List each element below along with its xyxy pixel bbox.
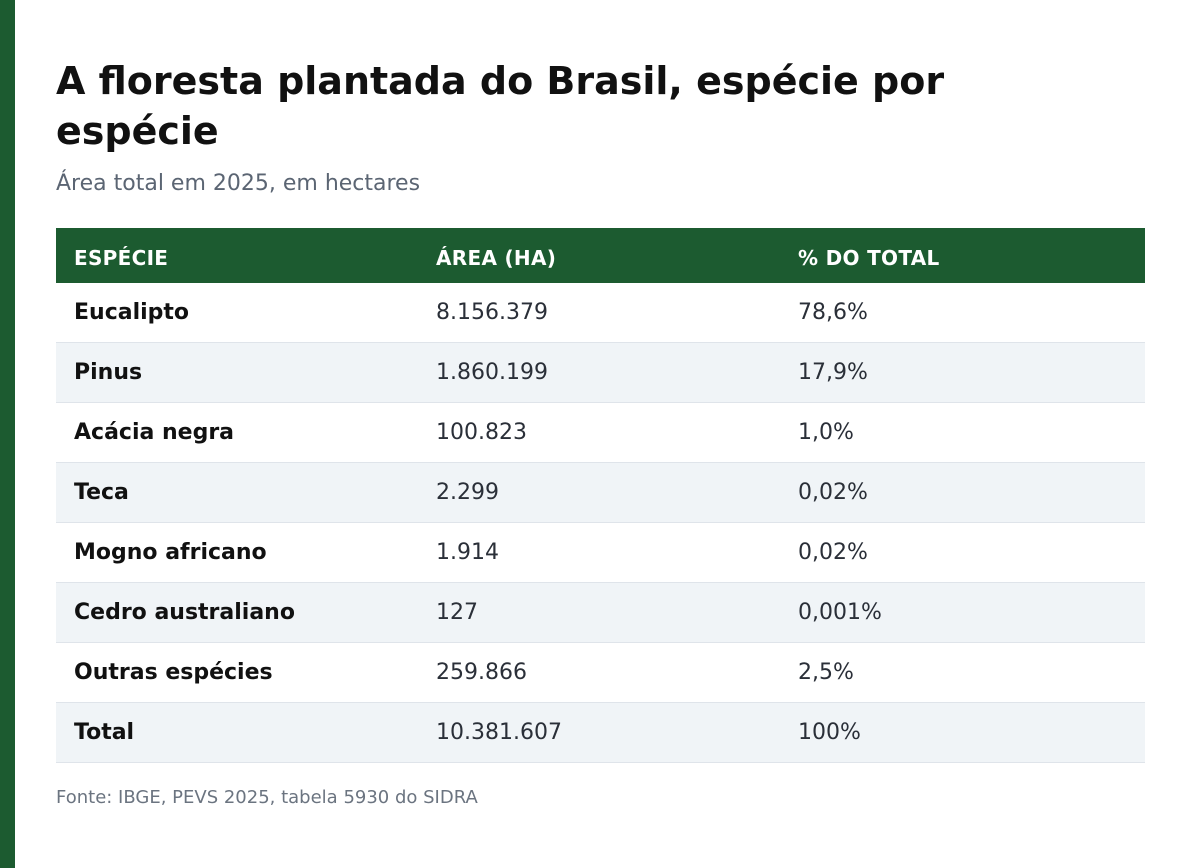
table-body: Eucalipto 8.156.379 78,6% Pinus 1.860.19…	[56, 283, 1145, 763]
area-cell: 2.299	[418, 462, 780, 523]
accent-bar	[0, 0, 15, 868]
page-subtitle: Área total em 2025, em hectares	[56, 171, 421, 196]
species-cell: Eucalipto	[56, 283, 418, 343]
table-row: Mogno africano 1.914 0,02%	[56, 522, 1145, 583]
area-cell: 1.860.199	[418, 342, 780, 403]
column-header-species: Espécie	[74, 245, 169, 270]
total-percent-cell: 100%	[780, 702, 1145, 763]
column-header-area: Área (ha)	[436, 245, 557, 270]
source-note: Fonte: IBGE, PEVS 2025, tabela 5930 do S…	[56, 786, 478, 808]
percent-cell: 1,0%	[780, 402, 1145, 463]
percent-cell: 17,9%	[780, 342, 1145, 403]
article-card: A floresta plantada do Brasil, espécie p…	[56, 56, 1145, 808]
area-cell: 259.866	[418, 642, 780, 703]
species-cell: Cedro australiano	[56, 582, 418, 643]
percent-cell: 78,6%	[780, 283, 1145, 343]
table-row: Acácia negra 100.823 1,0%	[56, 402, 1145, 463]
species-cell: Acácia negra	[56, 402, 418, 463]
percent-cell: 0,02%	[780, 522, 1145, 583]
area-cell: 100.823	[418, 402, 780, 463]
table-row: Teca 2.299 0,02%	[56, 462, 1145, 523]
total-label-cell: Total	[56, 702, 418, 763]
species-cell: Teca	[56, 462, 418, 523]
area-cell: 127	[418, 582, 780, 643]
table-row: Cedro australiano 127 0,001%	[56, 582, 1145, 643]
table-header: Espécie Área (ha) % do total	[56, 228, 1145, 283]
species-table: Espécie Área (ha) % do total Eucalipto 8…	[56, 228, 1145, 763]
species-cell: Outras espécies	[56, 642, 418, 703]
table-row: Outras espécies 259.866 2,5%	[56, 642, 1145, 703]
percent-cell: 0,001%	[780, 582, 1145, 643]
header-row: Espécie Área (ha) % do total	[56, 228, 1145, 283]
page-title: A floresta plantada do Brasil, espécie p…	[56, 59, 945, 153]
species-cell: Mogno africano	[56, 522, 418, 583]
table-row: Eucalipto 8.156.379 78,6%	[56, 283, 1145, 343]
total-row: Total 10.381.607 100%	[56, 702, 1145, 763]
area-cell: 8.156.379	[418, 283, 780, 343]
species-cell: Pinus	[56, 342, 418, 403]
area-cell: 1.914	[418, 522, 780, 583]
column-header-percent: % do total	[798, 245, 940, 270]
table-row: Pinus 1.860.199 17,9%	[56, 342, 1145, 403]
percent-cell: 2,5%	[780, 642, 1145, 703]
total-area-cell: 10.381.607	[418, 702, 780, 763]
percent-cell: 0,02%	[780, 462, 1145, 523]
